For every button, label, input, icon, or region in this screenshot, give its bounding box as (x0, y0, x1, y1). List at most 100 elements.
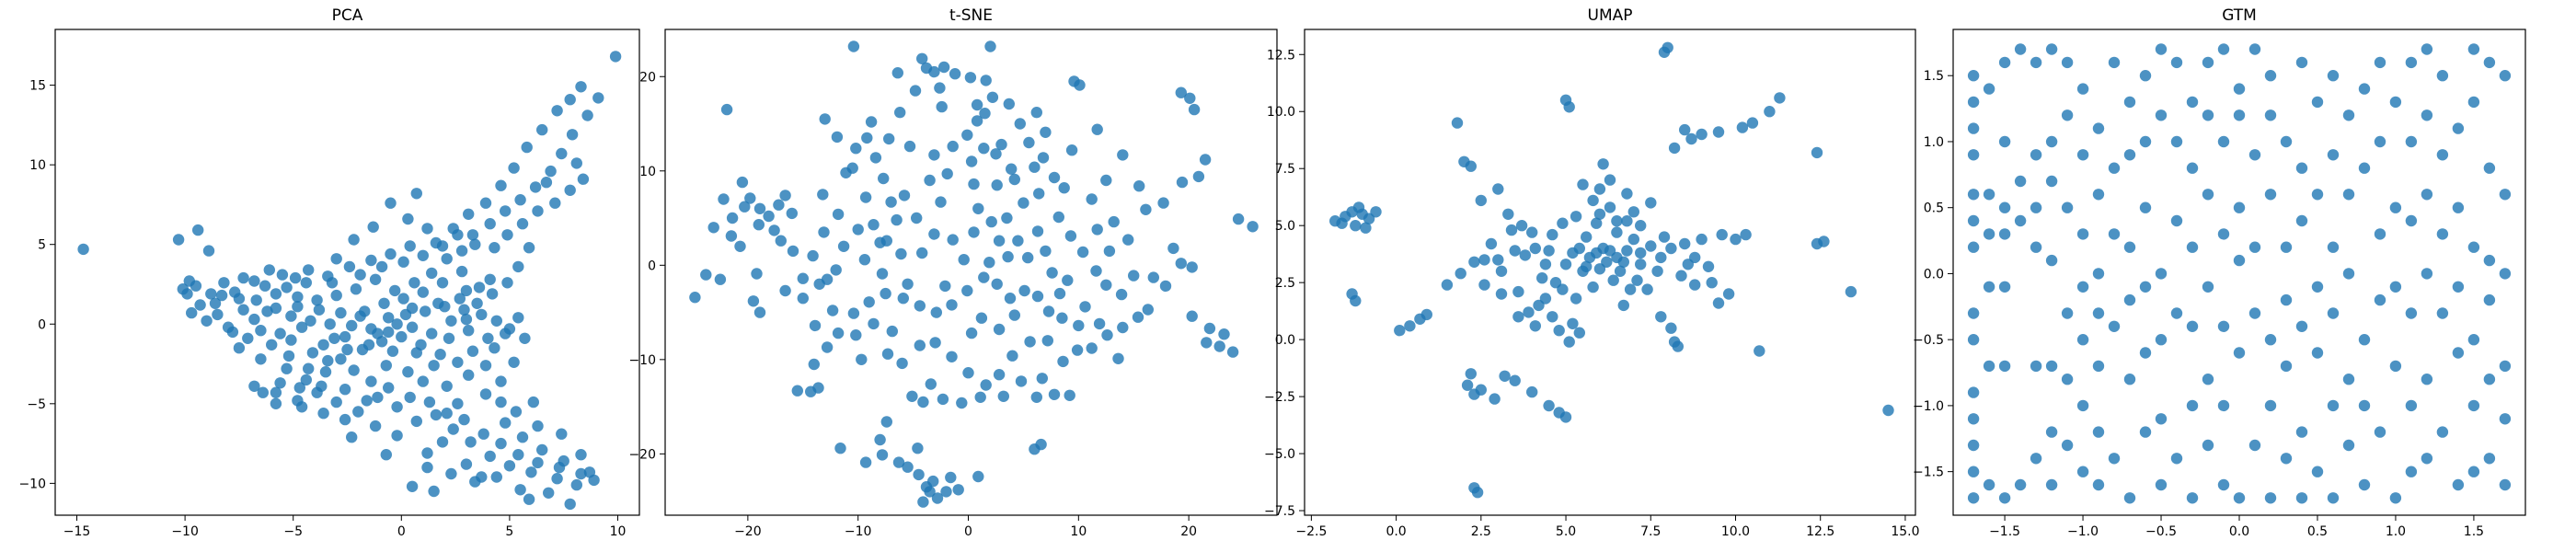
data-point (177, 283, 189, 295)
data-point (477, 428, 489, 440)
data-point (747, 295, 760, 307)
data-point (1998, 135, 2011, 148)
scatter-points (1967, 43, 2512, 504)
data-point (2421, 268, 2433, 280)
data-point (2264, 189, 2277, 201)
x-tick-label: 0 (397, 524, 406, 539)
data-point (1983, 189, 1995, 201)
data-point (2358, 83, 2371, 95)
data-point (2076, 228, 2089, 240)
data-point (911, 212, 923, 224)
data-point (1199, 154, 1212, 166)
data-point (1604, 245, 1616, 257)
data-point (1621, 188, 1633, 200)
data-point (527, 396, 539, 408)
data-point (2045, 43, 2058, 55)
data-point (1635, 259, 1647, 270)
data-point (1213, 340, 1225, 352)
data-point (991, 278, 1003, 290)
data-point (1523, 306, 1535, 318)
data-point (577, 173, 590, 185)
y-tick-label: 1.0 (1924, 135, 1944, 150)
x-tick-label: 0.0 (2229, 524, 2249, 539)
data-point (1465, 160, 1478, 172)
data-point (1604, 201, 1616, 213)
data-point (2045, 478, 2058, 491)
data-point (402, 366, 414, 378)
data-point (536, 123, 548, 136)
data-point (850, 143, 862, 155)
data-point (1593, 183, 1606, 195)
data-point (1617, 256, 1630, 268)
data-point (540, 177, 553, 189)
data-point (1526, 226, 1538, 238)
x-tick-label: 0.5 (2307, 524, 2328, 539)
data-point (1336, 217, 1348, 229)
data-point (2436, 149, 2449, 161)
data-point (549, 197, 561, 209)
data-point (489, 242, 500, 254)
data-point (1468, 256, 1480, 268)
data-point (946, 299, 958, 311)
data-point (512, 312, 524, 324)
data-point (2155, 413, 2168, 425)
data-point (194, 299, 206, 311)
y-tick-label: 1.5 (1924, 69, 1944, 84)
data-point (383, 326, 395, 339)
data-point (391, 430, 403, 442)
data-point (1696, 233, 1708, 246)
data-point (2123, 293, 2136, 306)
data-point (1001, 212, 1013, 224)
data-point (934, 82, 946, 94)
data-point (556, 428, 568, 440)
data-point (2092, 478, 2105, 491)
data-point (991, 179, 1003, 191)
data-point (1006, 163, 1018, 175)
data-point (2123, 374, 2136, 385)
data-point (2155, 478, 2168, 491)
data-point (2405, 466, 2418, 477)
data-point (2061, 307, 2074, 319)
data-point (1502, 208, 1514, 220)
data-point (452, 397, 464, 409)
data-point (868, 219, 880, 231)
data-point (1679, 237, 1691, 250)
data-point (2045, 426, 2058, 438)
data-point (902, 461, 914, 473)
data-point (2327, 70, 2340, 82)
data-point (2155, 109, 2168, 121)
data-point (1967, 70, 1980, 82)
data-point (2295, 426, 2308, 438)
data-point (452, 229, 464, 241)
data-point (237, 304, 249, 316)
y-tick-label: 7.5 (1275, 162, 1295, 177)
data-point (479, 388, 492, 400)
data-point (2155, 268, 2168, 280)
data-point (819, 113, 831, 125)
data-point (865, 116, 878, 128)
y-tick-label: 0.0 (1924, 267, 1944, 282)
data-point (242, 332, 254, 344)
data-point (503, 460, 516, 472)
y-tick-label: −10 (18, 477, 46, 491)
data-point (913, 468, 925, 481)
data-point (292, 291, 304, 303)
data-point (404, 391, 416, 404)
data-point (985, 215, 997, 228)
data-point (885, 196, 897, 208)
data-point (1201, 337, 1213, 349)
data-point (523, 493, 535, 505)
data-point (501, 277, 513, 289)
data-point (1029, 161, 1041, 173)
data-point (2061, 374, 2074, 385)
data-point (536, 443, 548, 456)
data-point (285, 310, 297, 322)
data-point (311, 294, 323, 306)
data-point (1675, 270, 1687, 282)
data-point (1967, 492, 1980, 504)
data-point (1712, 126, 1725, 138)
data-point (289, 271, 302, 284)
data-point (880, 416, 892, 428)
data-point (1147, 271, 1160, 283)
data-point (927, 475, 939, 488)
